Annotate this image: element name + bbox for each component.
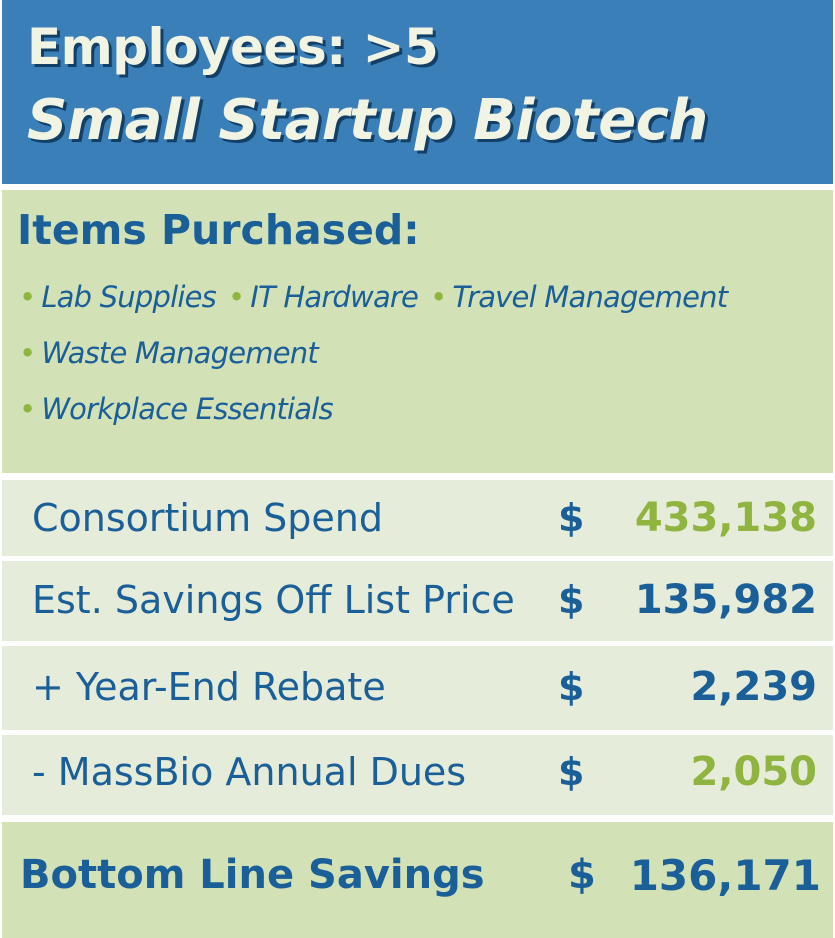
item-lab-supplies: Lab Supplies xyxy=(41,280,216,314)
row-bottom-line-savings: Bottom Line Savings $ 136,171 xyxy=(2,822,833,938)
currency-symbol: $ xyxy=(558,665,585,709)
employee-count-heading: Employees: >5 xyxy=(27,18,439,76)
items-line-2: • Waste Management xyxy=(19,336,319,370)
currency-symbol: $ xyxy=(558,496,585,540)
row-label: Est. Savings Off List Price xyxy=(32,578,515,622)
row-amount: 2,050 xyxy=(690,749,817,795)
row-amount: 433,138 xyxy=(634,495,817,541)
row-massbio-dues: - MassBio Annual Dues $ 2,050 xyxy=(2,735,833,815)
currency-symbol: $ xyxy=(558,578,585,622)
bullet-icon: • xyxy=(19,392,36,426)
bullet-icon: • xyxy=(19,280,36,314)
row-est-savings: Est. Savings Off List Price $ 135,982 xyxy=(2,561,833,641)
bullet-icon: • xyxy=(430,280,447,314)
row-year-end-rebate: + Year-End Rebate $ 2,239 xyxy=(2,646,833,730)
total-amount: 136,171 xyxy=(629,851,821,900)
items-purchased-panel: Items Purchased: • Lab Supplies • IT Hardwa… xyxy=(2,190,833,473)
total-label: Bottom Line Savings xyxy=(20,852,485,898)
bullet-icon: • xyxy=(19,336,36,370)
row-consortium-spend: Consortium Spend $ 433,138 xyxy=(2,480,833,556)
item-travel-management: Travel Management xyxy=(452,280,728,314)
currency-symbol: $ xyxy=(568,852,596,898)
items-line-1: • Lab Supplies • IT Hardware • Travel Managem… xyxy=(19,280,728,314)
item-it-hardware: IT Hardware xyxy=(250,280,419,314)
items-purchased-title: Items Purchased: xyxy=(17,206,420,254)
company-type-heading: Small Startup Biotech xyxy=(27,88,708,153)
row-amount: 2,239 xyxy=(690,664,817,710)
row-label: Consortium Spend xyxy=(32,496,383,540)
item-waste-management: Waste Management xyxy=(41,336,318,370)
row-amount: 135,982 xyxy=(634,577,817,623)
row-label: - MassBio Annual Dues xyxy=(32,750,467,794)
item-workplace-essentials: Workplace Essentials xyxy=(41,392,333,426)
row-label: + Year-End Rebate xyxy=(32,665,386,709)
items-line-3: • Workplace Essentials xyxy=(19,392,334,426)
bullet-icon: • xyxy=(227,280,245,314)
currency-symbol: $ xyxy=(558,750,585,794)
header-banner: Employees: >5 Small Startup Biotech xyxy=(2,0,833,184)
